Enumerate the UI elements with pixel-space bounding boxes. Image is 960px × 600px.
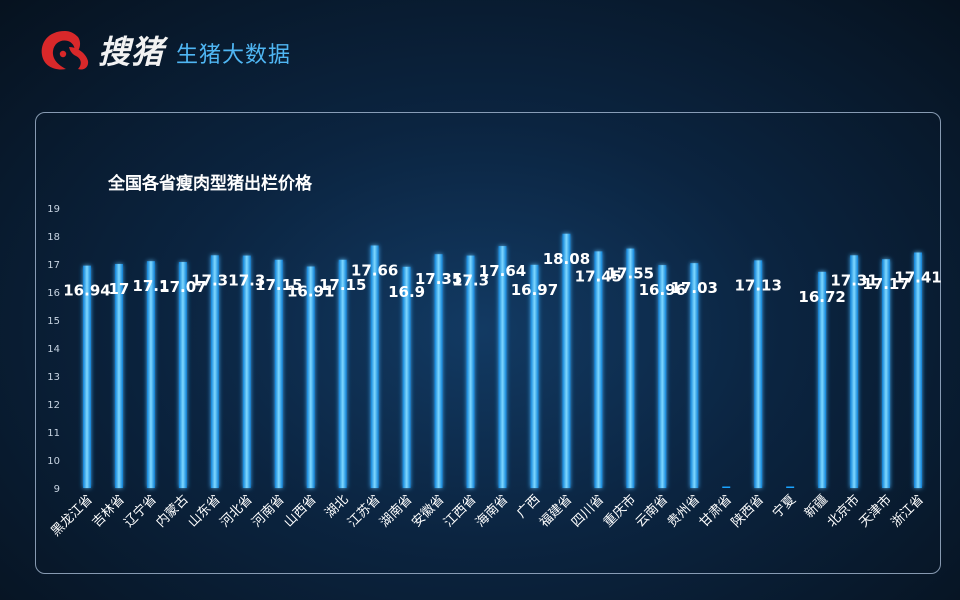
- pig-logo-icon: [41, 31, 89, 70]
- bar: [338, 259, 347, 488]
- value-label: 17.35: [415, 270, 462, 288]
- x-tick-label: 江苏省: [345, 492, 384, 531]
- y-tick-label: 12: [47, 400, 60, 411]
- bar: [818, 271, 827, 488]
- header: 搜猪 生猪大数据: [36, 22, 291, 78]
- bar: [594, 251, 603, 488]
- x-tick-label: 云南省: [632, 492, 671, 531]
- bar: [82, 265, 91, 488]
- x-tick-label: 内蒙古: [153, 492, 192, 531]
- x-tick-label: 天津市: [856, 492, 895, 531]
- bar: [722, 486, 731, 488]
- x-tick-label: 山东省: [185, 492, 223, 530]
- value-label: 16.72: [798, 288, 845, 306]
- bar: [146, 261, 155, 488]
- x-tick-label: 辽宁省: [121, 492, 160, 531]
- y-tick-label: 18: [47, 232, 60, 243]
- value-label: 17.07: [159, 278, 206, 296]
- bar: [242, 255, 251, 488]
- x-tick-label: 海南省: [472, 492, 511, 531]
- bars-group: [82, 233, 923, 488]
- value-label: 17.15: [319, 276, 366, 294]
- bar: [658, 265, 667, 488]
- x-tick-label: 湖南省: [377, 492, 416, 531]
- brand-name: 搜猪: [98, 33, 165, 71]
- value-label: 17.41: [894, 269, 941, 287]
- x-tick-label: 浙江省: [889, 492, 927, 530]
- bar: [562, 233, 571, 488]
- x-tick-label: 重庆市: [600, 492, 639, 531]
- bar: [498, 246, 507, 488]
- value-label: 17.66: [351, 262, 398, 280]
- price-bar-chart: 全国各省瘦肉型猪出栏价格 9 10 11 12 13 14 15 16 17 18 19 16.94…: [47, 173, 941, 540]
- x-tick-label: 吉林省: [90, 492, 128, 530]
- bar: [274, 259, 283, 488]
- value-label: 17.55: [607, 265, 654, 283]
- value-label: 16.97: [511, 281, 558, 299]
- x-tick-label: 贵州省: [665, 492, 703, 530]
- value-label: 17.17: [862, 275, 909, 293]
- value-label: 17.3: [228, 272, 265, 290]
- x-tick-label: 北京市: [824, 492, 863, 531]
- x-tick-label: 甘肃省: [697, 492, 735, 530]
- x-tick-label: 安徽省: [409, 492, 447, 530]
- value-label: 17.31: [191, 271, 238, 289]
- value-label: 17.15: [255, 276, 302, 294]
- x-tick-label: 四川省: [569, 492, 607, 530]
- y-tick-label: 10: [47, 456, 60, 467]
- value-label: 16.91: [287, 283, 334, 301]
- chart-panel: 全国各省瘦肉型猪出栏价格 9 10 11 12 13 14 15 16 17 18 19 16.94…: [35, 112, 942, 574]
- y-tick-label: 16: [47, 288, 60, 299]
- y-axis: 9 10 11 12 13 14 15 16 17 18 19: [47, 204, 60, 495]
- y-tick-label: 13: [47, 372, 60, 383]
- bar: [370, 245, 379, 488]
- y-tick-label: 11: [47, 428, 60, 439]
- brand-subtitle: 生猪大数据: [176, 43, 292, 68]
- value-label: 16.94: [63, 282, 110, 300]
- y-tick-label: 15: [47, 316, 60, 327]
- bar: [306, 266, 315, 488]
- value-label: 17: [109, 280, 130, 298]
- bar: [114, 264, 123, 488]
- x-tick-label: 河南省: [249, 492, 288, 531]
- x-tick-label: 福建省: [537, 492, 575, 530]
- bar: [626, 248, 635, 488]
- value-label: 17.1: [132, 277, 169, 295]
- value-label: 17.03: [671, 279, 718, 297]
- bar: [850, 255, 859, 488]
- value-label: 17.45: [575, 267, 622, 285]
- y-tick-label: 14: [47, 344, 60, 355]
- value-label: 17.64: [479, 262, 526, 280]
- chart-title: 全国各省瘦肉型猪出栏价格: [107, 173, 313, 194]
- value-label: 17.13: [734, 276, 781, 294]
- value-label: 18.08: [543, 250, 590, 268]
- y-tick-label: 19: [47, 204, 60, 215]
- bar: [466, 255, 475, 488]
- bar: [210, 255, 219, 488]
- y-tick-label: 9: [54, 484, 60, 495]
- value-label: 16.9: [388, 283, 425, 301]
- x-tick-label: 黑龙江省: [48, 492, 95, 539]
- bar: [786, 486, 795, 488]
- x-tick-label: 宁夏: [769, 492, 799, 522]
- y-tick-label: 17: [47, 260, 60, 271]
- x-tick-label: 江西省: [441, 492, 479, 530]
- x-tick-label: 陕西省: [729, 492, 767, 530]
- bar: [434, 254, 443, 488]
- value-label: 16.96: [639, 281, 686, 299]
- bar: [530, 264, 539, 488]
- value-label: 17.3: [452, 272, 489, 290]
- bar: [882, 259, 891, 488]
- bar: [914, 252, 923, 488]
- bar: [754, 260, 763, 488]
- bar: [178, 262, 187, 488]
- x-tick-label: 山西省: [281, 492, 319, 530]
- x-tick-label: 河北省: [217, 492, 255, 530]
- value-label: 17.31: [830, 271, 877, 289]
- bar: [402, 266, 411, 488]
- bar: [690, 263, 699, 488]
